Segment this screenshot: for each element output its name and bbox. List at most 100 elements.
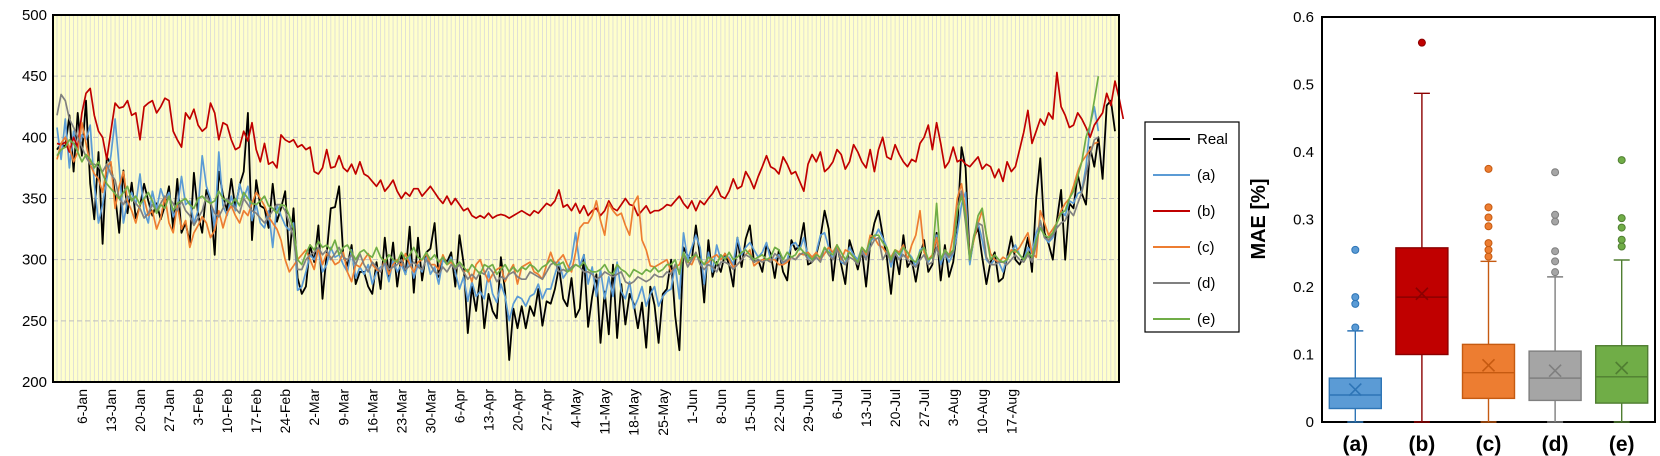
x-tick-label: 4-May (568, 389, 584, 428)
legend-label: (b) (1197, 203, 1215, 220)
outlier-point (1484, 222, 1493, 231)
x-tick-label: 18-May (626, 389, 642, 436)
box-x-label: (a) (1342, 433, 1368, 456)
outlier-point (1617, 242, 1626, 251)
box-y-tick-label: 0.2 (1293, 279, 1314, 296)
outlier-point (1551, 257, 1560, 266)
outlier-point (1484, 164, 1493, 173)
y-tick-label: 250 (22, 313, 47, 330)
box-y-axis: 0 0.1 0.2 0.3 0.4 0.5 0.6 (1293, 9, 1314, 431)
x-tick-label: 22-Jun (771, 389, 787, 432)
x-tick-label: 20-Jan (132, 389, 148, 432)
mean-marker (1348, 383, 1362, 397)
outlier-point (1617, 235, 1626, 244)
x-tick-label: 27-Jan (161, 389, 177, 432)
outlier-point (1551, 247, 1560, 256)
box-y-axis-label: MAE [%] (1248, 178, 1270, 259)
series-line (56, 99, 1116, 361)
box-x-label: (c) (1476, 433, 1502, 456)
series-line (56, 121, 1099, 285)
y-tick-label: 400 (22, 129, 47, 146)
x-tick-label: 1-Jun (684, 389, 700, 424)
legend-label: (c) (1197, 239, 1215, 256)
outlier-point (1551, 268, 1560, 277)
outlier-point (1351, 293, 1360, 302)
box-y-tick-label: 0.3 (1293, 212, 1314, 229)
x-tick-label: 29-Jun (800, 389, 816, 432)
x-tick-label: 8-Jun (713, 389, 729, 424)
box-2 (1395, 38, 1449, 423)
x-tick-label: 13-Jul (858, 389, 874, 427)
x-tick-label: 6-Jan (74, 389, 90, 424)
mean-marker (1548, 364, 1562, 378)
outlier-point (1551, 210, 1560, 219)
outlier-point (1617, 156, 1626, 165)
x-tick-label: 6-Apr (452, 389, 468, 424)
box-y-tick-label: 0.5 (1293, 77, 1314, 94)
box-x-label: (d) (1542, 433, 1569, 456)
x-tick-label: 20-Apr (510, 389, 526, 431)
x-tick-label: 3-Feb (190, 389, 206, 426)
x-tick-label: 13-Apr (481, 389, 497, 431)
box-y-tick-label: 0 (1306, 414, 1314, 431)
legend-label: (a) (1197, 167, 1215, 184)
legend: Real (a) (b) (c) (d) (e) (1144, 121, 1240, 333)
x-tick-label: 27-Apr (539, 389, 555, 431)
x-tick-label: 15-Jun (742, 389, 758, 432)
outlier-point (1417, 38, 1426, 47)
x-tick-label: 10-Aug (974, 389, 990, 434)
box-x-axis: (a) (b) (c) (d) (e) (1342, 433, 1634, 456)
box-3 (1461, 164, 1516, 423)
legend-label: (e) (1197, 311, 1215, 328)
outlier-point (1484, 245, 1493, 254)
box-iqr (1395, 247, 1449, 356)
box-x-label: (b) (1408, 433, 1435, 456)
box-iqr (1328, 377, 1383, 410)
series-line (56, 76, 1100, 278)
x-tick-label: 17-Aug (1003, 389, 1019, 434)
series-line (56, 71, 1125, 219)
box-plot-chart: 0 0.1 0.2 0.3 0.4 0.5 0.6 MAE [%] (a) (b) (c) (d)… (1248, 9, 1656, 456)
outlier-point (1617, 214, 1626, 223)
outlier-point (1551, 168, 1560, 177)
outlier-point (1351, 323, 1360, 332)
outlier-point (1484, 252, 1493, 261)
legend-label: (d) (1197, 275, 1215, 292)
plot-frame (52, 14, 1120, 383)
x-tick-label: 16-Mar (364, 389, 380, 434)
x-tick-label: 23-Mar (393, 389, 409, 434)
x-axis: 6-Jan 13-Jan 20-Jan 27-Jan 3-Feb 10-Feb 17-Feb… (74, 389, 1019, 436)
mean-marker (1481, 358, 1496, 372)
x-tick-label: 3-Aug (945, 389, 961, 426)
x-tick-label: 10-Feb (219, 389, 235, 434)
line-chart: 200 250 300 350 400 450 500 6-Jan 13-Jan 20-Jan 2… (22, 7, 1125, 436)
y-tick-label: 300 (22, 252, 47, 269)
mean-marker (1615, 361, 1629, 375)
legend-label: Real (1197, 131, 1228, 148)
mean-marker (1415, 287, 1429, 301)
y-axis: 200 250 300 350 400 450 500 (22, 7, 47, 391)
outlier-point (1484, 239, 1493, 248)
outlier-point (1351, 245, 1360, 254)
box-y-tick-label: 0.4 (1293, 144, 1314, 161)
x-tick-label: 9-Mar (335, 389, 351, 426)
x-tick-label: 13-Jan (103, 389, 119, 432)
outlier-point (1484, 203, 1493, 212)
series-lines (56, 71, 1125, 361)
x-tick-label: 24-Feb (277, 389, 293, 434)
box-1 (1328, 245, 1383, 423)
legend-frame (1144, 121, 1240, 333)
box-iqr (1528, 350, 1582, 402)
box-5 (1594, 156, 1649, 423)
boxes (1328, 38, 1649, 423)
x-tick-label: 11-May (597, 389, 613, 435)
x-tick-label: 30-Mar (422, 389, 438, 434)
x-tick-label: 2-Mar (306, 389, 322, 426)
y-tick-label: 350 (22, 191, 47, 208)
y-tick-label: 500 (22, 7, 47, 24)
y-tick-label: 200 (22, 374, 47, 391)
y-tick-label: 450 (22, 68, 47, 85)
x-tick-label: 27-Jul (916, 389, 932, 427)
box-4 (1528, 168, 1582, 423)
